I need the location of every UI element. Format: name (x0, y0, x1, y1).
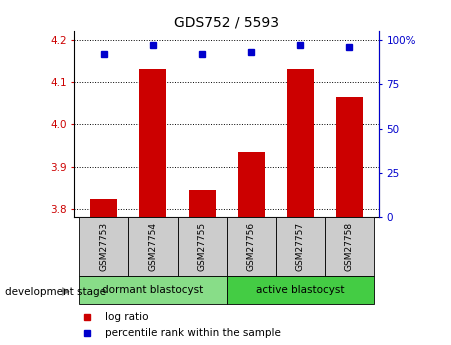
Bar (287, 69, 314, 217)
Text: dormant blastocyst: dormant blastocyst (102, 285, 203, 295)
Bar (336, 97, 363, 217)
Text: GSM27758: GSM27758 (345, 222, 354, 271)
Bar (79, 276, 226, 304)
Text: GSM27754: GSM27754 (148, 222, 157, 271)
Text: active blastocyst: active blastocyst (256, 285, 345, 295)
Bar (276, 217, 325, 276)
Text: percentile rank within the sample: percentile rank within the sample (105, 328, 281, 338)
Title: GDS752 / 5593: GDS752 / 5593 (174, 16, 279, 30)
Bar (226, 276, 374, 304)
Bar (178, 217, 226, 276)
Text: GSM27756: GSM27756 (247, 222, 256, 271)
Bar (325, 217, 374, 276)
Text: GSM27757: GSM27757 (296, 222, 305, 271)
Polygon shape (62, 287, 70, 296)
Bar (139, 69, 166, 217)
Text: development stage: development stage (5, 287, 106, 296)
Text: GSM27755: GSM27755 (198, 222, 207, 271)
Text: log ratio: log ratio (105, 312, 148, 322)
Bar (79, 217, 129, 276)
Bar (226, 217, 276, 276)
Bar (129, 217, 178, 276)
Bar (90, 199, 117, 217)
Text: GSM27753: GSM27753 (99, 222, 108, 271)
Bar (238, 152, 265, 217)
Bar (189, 190, 216, 217)
